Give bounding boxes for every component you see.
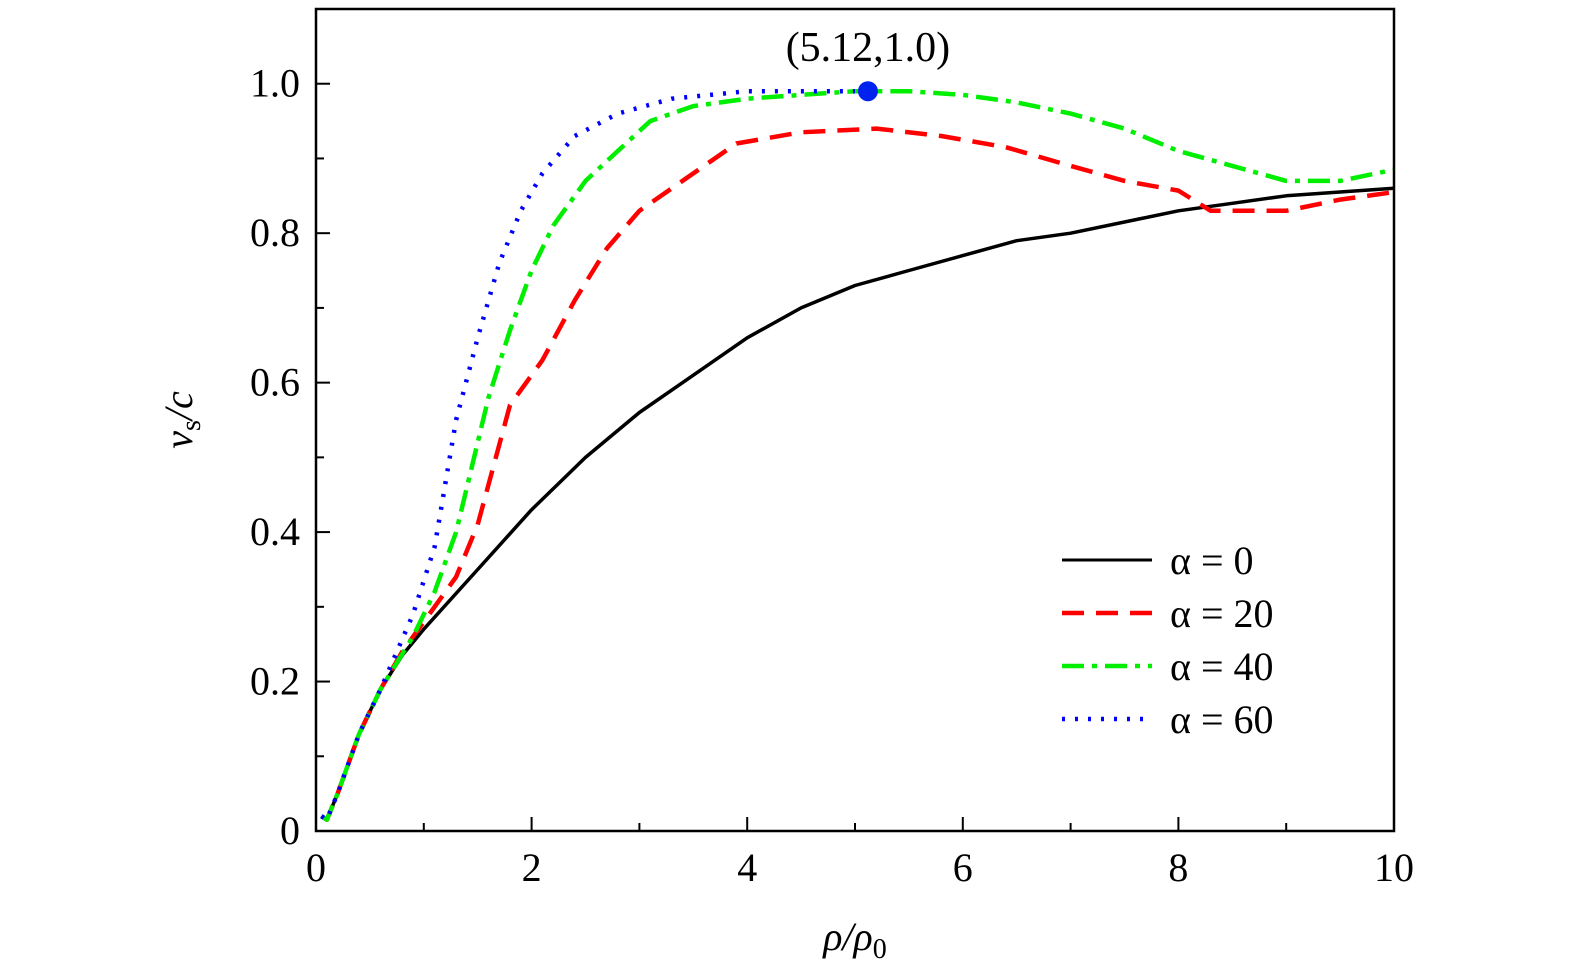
x-axis-label: ρ/ρ0 [821, 914, 887, 965]
x-tick-label: 0 [306, 845, 326, 890]
y-tick-label: 0 [280, 808, 300, 853]
y-tick-label: 0.2 [250, 659, 300, 704]
x-tick-label: 8 [1168, 845, 1188, 890]
ticks: 0 2 4 6 8 10 0 0.2 0.4 0.6 0.8 1.0 [250, 8, 1414, 890]
annotation-label: (5.12,1.0) [786, 25, 950, 71]
legend-label: α = 20 [1170, 591, 1274, 636]
series-line-1 [320, 126, 1395, 823]
series-line-2 [320, 88, 1395, 823]
y-tick-label: 1.0 [250, 61, 300, 106]
x-tick-label: 6 [953, 845, 973, 890]
legend-label: α = 60 [1170, 697, 1274, 742]
y-axis-label: vs/c [156, 391, 207, 449]
y-tick-label: 0.4 [250, 509, 300, 554]
y-tick-label: 0.6 [250, 360, 300, 405]
series-layer [320, 88, 1395, 823]
x-tick-label: 4 [737, 845, 757, 890]
x-tick-label: 10 [1374, 845, 1414, 890]
x-tick-label: 2 [522, 845, 542, 890]
legend: α = 0 α = 20 α = 40 α = 60 [1062, 538, 1274, 742]
series-line-3 [320, 88, 855, 823]
annotation-marker [857, 81, 878, 102]
legend-label: α = 40 [1170, 644, 1274, 689]
legend-label: α = 0 [1170, 538, 1254, 583]
annotations: (5.12,1.0) [786, 25, 950, 102]
y-tick-label: 0.8 [250, 210, 300, 255]
